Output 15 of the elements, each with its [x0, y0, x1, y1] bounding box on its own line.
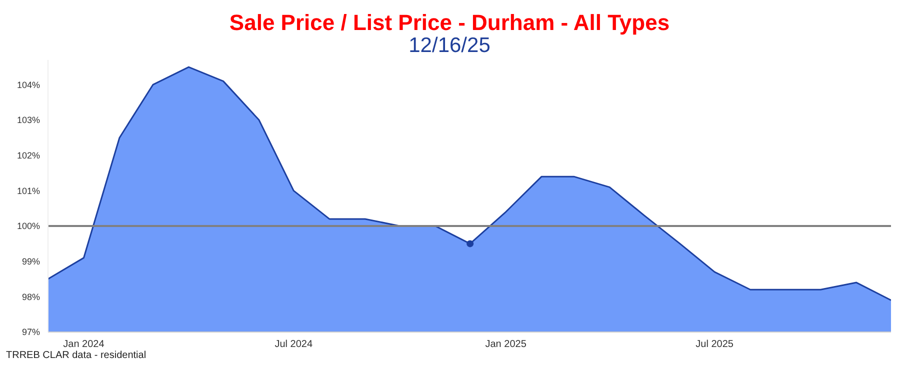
x-tick-label: Jan 2024 [63, 339, 105, 350]
x-tick-label: Jan 2025 [485, 339, 527, 350]
y-tick-label: 101% [16, 186, 40, 196]
x-tick-label: Jul 2024 [274, 339, 313, 350]
y-tick-label: 98% [22, 292, 40, 302]
text: TRREB CLAR data - residential [6, 350, 146, 361]
y-tick-label: 102% [16, 150, 40, 161]
y-tick-label: 104% [16, 80, 40, 90]
y-tick-label: 103% [16, 115, 40, 126]
y-tick-label: 99% [22, 256, 40, 267]
chart-subtitle: 12/16/25 [408, 34, 492, 58]
x-tick-label: Jul 2025 [696, 339, 734, 350]
y-tick-label: 97% [22, 327, 40, 338]
chart-title: Sale Price / List Price - Durham - All Types [228, 10, 671, 36]
y-tick-label: 100% [16, 221, 40, 232]
